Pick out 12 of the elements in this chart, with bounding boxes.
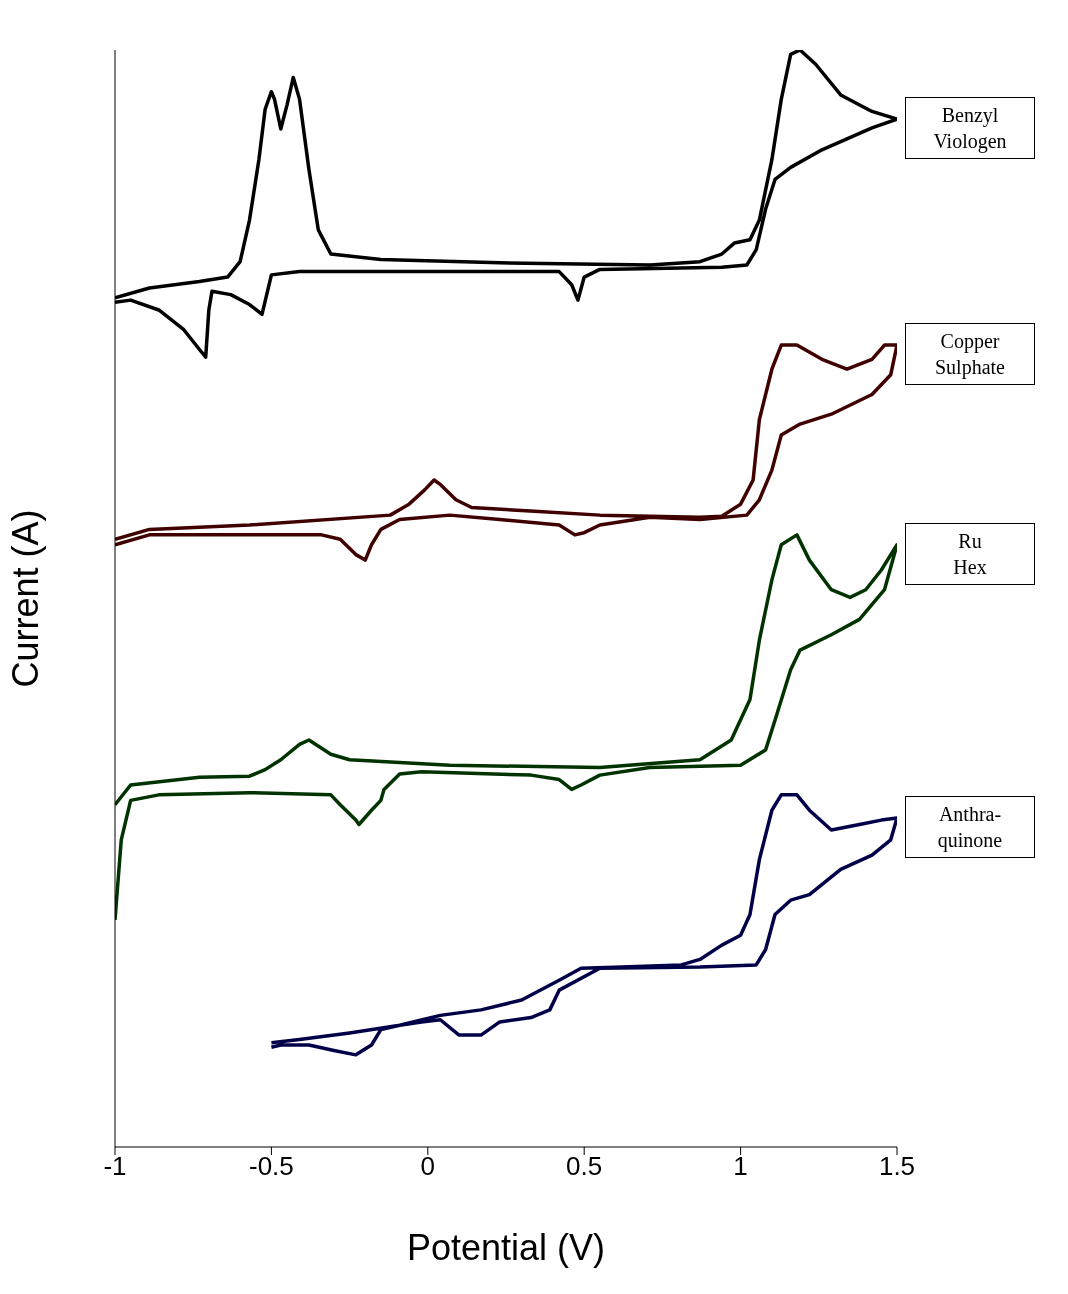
series-label: Copper Sulphate (935, 329, 1005, 381)
y-axis-title: Current (A) (4, 509, 46, 688)
text: Anthra- quinone (937, 801, 1003, 853)
text: Ru Hex (953, 528, 987, 580)
x-tick-label: 1 (733, 1151, 748, 1182)
x-tick-label: -1 (103, 1151, 127, 1182)
series-label: Benzyl Viologen (933, 103, 1007, 155)
x-tick-label: 1.5 (878, 1151, 916, 1182)
x-tick-label: 0 (420, 1151, 436, 1182)
x-axis-title: Potential (V) (406, 1227, 606, 1268)
x-tick-label: -0.5 (248, 1151, 294, 1182)
x-tick-label: 0.5 (566, 1151, 603, 1182)
